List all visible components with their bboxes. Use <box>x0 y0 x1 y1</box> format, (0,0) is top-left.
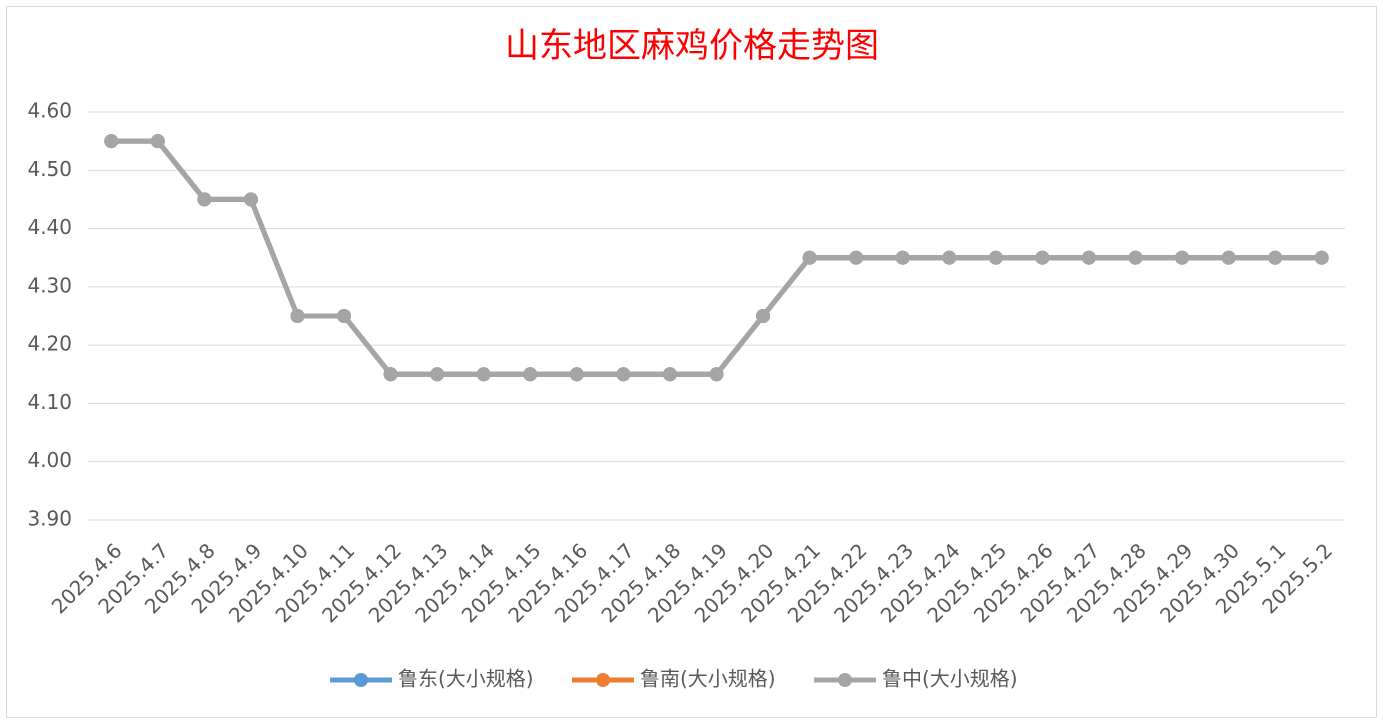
legend-label: 鲁南(大小规格) <box>640 667 776 691</box>
y-tick-label: 3.90 <box>27 507 72 531</box>
legend-item: 鲁南(大小规格) <box>572 667 776 691</box>
legend-label: 鲁东(大小规格) <box>398 667 534 691</box>
y-tick-label: 4.00 <box>27 448 72 472</box>
point-marker <box>243 192 258 207</box>
point-marker <box>895 250 910 265</box>
legend-marker <box>596 673 610 687</box>
legend-item: 鲁中(大小规格) <box>814 667 1018 691</box>
point-marker <box>197 192 212 207</box>
point-marker <box>1221 250 1236 265</box>
y-tick-label: 4.20 <box>27 332 72 356</box>
chart-title: 山东地区麻鸡价格走势图 <box>505 26 879 66</box>
point-marker <box>1314 250 1329 265</box>
point-marker <box>802 250 817 265</box>
y-tick-label: 4.30 <box>27 273 72 297</box>
point-marker <box>1035 250 1050 265</box>
legend-item: 鲁东(大小规格) <box>330 667 534 691</box>
point-marker <box>1128 250 1143 265</box>
point-marker <box>104 134 119 149</box>
point-marker <box>290 309 305 323</box>
legend-marker <box>354 673 368 687</box>
point-marker <box>1175 250 1190 265</box>
point-marker <box>383 367 398 382</box>
chart-border <box>6 6 1377 718</box>
point-marker <box>1081 250 1096 265</box>
y-tick-label: 4.60 <box>27 99 72 123</box>
point-marker <box>569 367 584 382</box>
y-tick-label: 4.10 <box>27 390 72 414</box>
point-marker <box>709 367 724 382</box>
point-marker <box>988 250 1003 265</box>
point-marker <box>150 134 165 149</box>
point-marker <box>476 367 491 382</box>
point-marker <box>662 367 677 382</box>
point-marker <box>430 367 445 382</box>
point-marker <box>849 250 864 265</box>
point-marker <box>523 367 538 382</box>
legend-marker <box>838 673 852 687</box>
point-marker <box>756 309 771 323</box>
y-tick-label: 4.50 <box>27 157 72 181</box>
point-marker <box>337 309 352 323</box>
point-marker <box>616 367 631 382</box>
y-tick-label: 4.40 <box>27 215 72 239</box>
legend-label: 鲁中(大小规格) <box>882 667 1018 691</box>
point-marker <box>1268 250 1283 265</box>
point-marker <box>942 250 957 265</box>
